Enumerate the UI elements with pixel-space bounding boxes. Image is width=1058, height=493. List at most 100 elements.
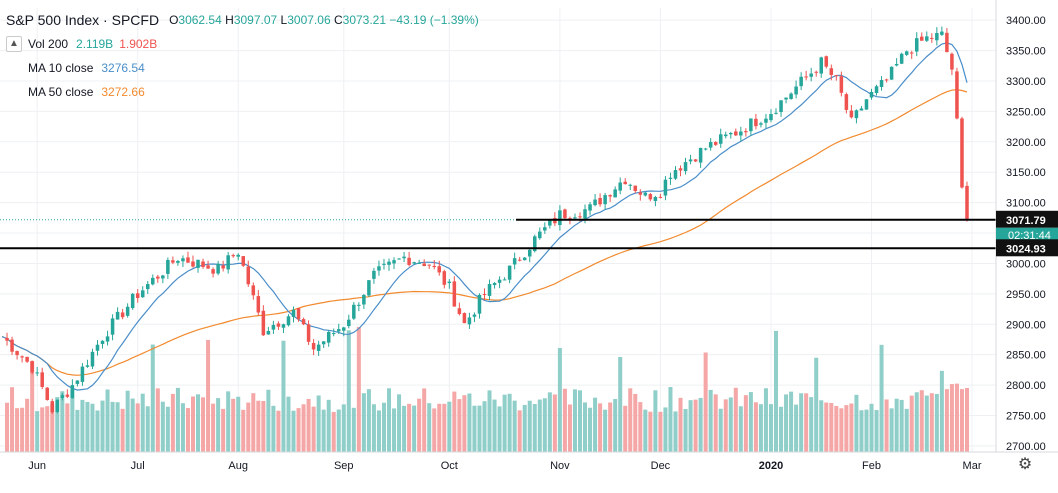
volume-bar bbox=[527, 400, 532, 452]
volume-bar bbox=[567, 404, 572, 452]
volume-bar bbox=[492, 399, 497, 452]
candle-body bbox=[965, 185, 969, 219]
volume-bar bbox=[422, 388, 427, 452]
volume-bar bbox=[120, 408, 125, 452]
candle-body bbox=[628, 184, 633, 186]
symbol-ticker[interactable]: SPCFD bbox=[111, 12, 160, 28]
candle-body bbox=[377, 266, 381, 271]
volume-bar bbox=[371, 404, 376, 452]
volume-bar bbox=[909, 395, 914, 452]
candle-body bbox=[497, 279, 502, 283]
volume-bar bbox=[35, 411, 40, 452]
candle-body bbox=[618, 182, 622, 191]
close-value: 3073.21 bbox=[342, 13, 387, 27]
x-tick-label: Feb bbox=[862, 460, 881, 472]
candle-body bbox=[432, 265, 436, 268]
candle-body bbox=[729, 132, 733, 135]
volume-bar bbox=[155, 388, 160, 452]
candle-body bbox=[266, 331, 271, 335]
volume-bar bbox=[487, 390, 492, 452]
y-tick-label: 3150.00 bbox=[1006, 167, 1046, 179]
candle-body bbox=[95, 344, 100, 351]
candle-body bbox=[914, 38, 919, 52]
candle-body bbox=[156, 276, 160, 279]
volume-label: Vol 200 bbox=[28, 37, 69, 51]
candle-body bbox=[920, 36, 924, 41]
candle-body bbox=[859, 108, 864, 111]
volume-bar bbox=[291, 410, 296, 452]
level-tag-bg bbox=[996, 210, 1058, 228]
volume-bar bbox=[477, 405, 482, 452]
candle-body bbox=[754, 118, 758, 127]
volume-bar bbox=[256, 400, 261, 452]
candle-body bbox=[593, 199, 597, 206]
volume-bar bbox=[402, 405, 407, 452]
candle-body bbox=[261, 310, 266, 336]
candle-body bbox=[658, 196, 663, 198]
candle-body bbox=[638, 192, 643, 195]
level-tag-bg bbox=[996, 239, 1058, 257]
candle-body bbox=[462, 313, 467, 324]
candle-body bbox=[246, 266, 251, 285]
volume-bar bbox=[542, 398, 547, 452]
volume-bar bbox=[894, 398, 899, 452]
volume-bar bbox=[351, 407, 356, 452]
x-tick-label: Jun bbox=[28, 460, 46, 472]
horizontal-levels bbox=[0, 218, 996, 250]
grid-lines bbox=[0, 8, 996, 452]
ma10-legend-row[interactable]: MA 10 close 3276.54 bbox=[6, 56, 479, 80]
candle-body bbox=[884, 79, 889, 81]
candle-body bbox=[336, 329, 341, 332]
volume-bar bbox=[603, 409, 608, 452]
volume-bar bbox=[723, 399, 728, 452]
volume-bar bbox=[125, 390, 130, 452]
candle-body bbox=[15, 351, 19, 356]
x-tick-label: Sep bbox=[334, 460, 354, 472]
candle-body bbox=[166, 259, 170, 274]
volume-bar bbox=[165, 406, 170, 452]
chevron-up-icon[interactable]: ▲ bbox=[6, 36, 22, 52]
volume-legend-row[interactable]: Vol 200 2.119B 1.902B bbox=[6, 32, 479, 56]
volume-bar bbox=[482, 401, 487, 452]
volume-bar bbox=[65, 403, 70, 452]
volume-bar bbox=[648, 411, 653, 452]
candle-body bbox=[60, 395, 65, 398]
volume-bar bbox=[60, 391, 65, 452]
symbol-name[interactable]: S&P 500 Index bbox=[6, 12, 100, 28]
volume-bar bbox=[246, 402, 251, 452]
volume-bar bbox=[10, 387, 15, 452]
ma10-label: MA 10 close bbox=[28, 61, 94, 75]
ma50-legend-row[interactable]: MA 50 close 3272.66 bbox=[6, 80, 479, 104]
chart-legend: S&P 500 Index · SPCFD O3062.54 H3097.07 … bbox=[6, 8, 479, 104]
candle-body bbox=[869, 91, 874, 98]
gear-icon[interactable]: ⚙ bbox=[1017, 456, 1033, 473]
volume-bar bbox=[40, 407, 45, 452]
volume-bar bbox=[180, 403, 185, 452]
volume-bar bbox=[185, 408, 190, 452]
candle-body bbox=[271, 324, 276, 330]
y-tick-label: 3100.00 bbox=[1006, 198, 1046, 210]
candle-body bbox=[839, 76, 844, 93]
candle-body bbox=[935, 33, 939, 41]
volume-bar bbox=[763, 388, 768, 452]
candle-body bbox=[10, 339, 14, 352]
candle-body bbox=[85, 365, 90, 367]
candle-body bbox=[80, 366, 85, 382]
volume-bar bbox=[804, 393, 809, 452]
candle-body bbox=[452, 281, 457, 307]
volume-bar bbox=[944, 389, 949, 452]
candle-body bbox=[35, 372, 39, 374]
volume-bar bbox=[547, 392, 552, 452]
volume-bar bbox=[774, 330, 779, 452]
y-tick-label: 3000.00 bbox=[1006, 258, 1046, 270]
candle-body bbox=[779, 100, 783, 113]
candle-body bbox=[583, 209, 587, 219]
candle-body bbox=[311, 342, 316, 350]
candle-body bbox=[5, 337, 9, 341]
volume-bar bbox=[25, 398, 30, 452]
volume-bar bbox=[301, 404, 306, 452]
volume-bar bbox=[397, 394, 402, 452]
candle-body bbox=[527, 249, 532, 257]
candle-body bbox=[231, 255, 235, 257]
